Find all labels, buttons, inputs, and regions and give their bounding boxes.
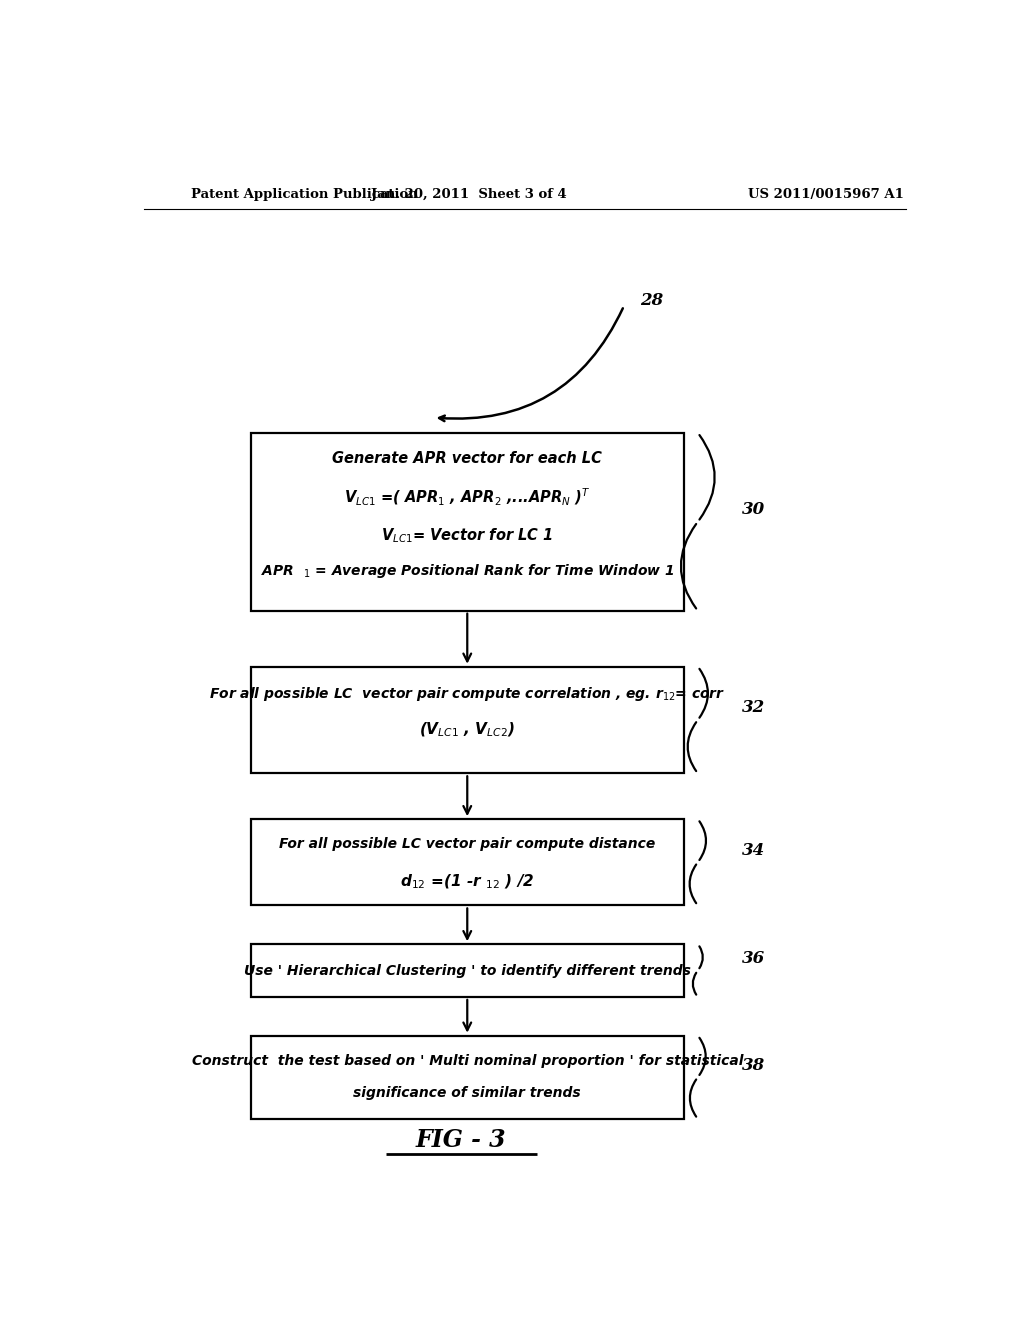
Text: For all possible LC vector pair compute distance: For all possible LC vector pair compute … xyxy=(280,837,655,851)
Text: Construct  the test based on ' Multi nominal proportion ' for statistical: Construct the test based on ' Multi nomi… xyxy=(191,1053,743,1068)
FancyBboxPatch shape xyxy=(251,667,684,774)
Text: For all possible LC  vector pair compute correlation , eg. r$_{12}$= corr: For all possible LC vector pair compute … xyxy=(209,685,725,702)
FancyBboxPatch shape xyxy=(251,1036,684,1119)
Text: FIG - 3: FIG - 3 xyxy=(416,1129,507,1152)
Text: 32: 32 xyxy=(741,700,765,717)
Text: Jan. 20, 2011  Sheet 3 of 4: Jan. 20, 2011 Sheet 3 of 4 xyxy=(372,189,567,202)
Text: V$_{\mathit{LC1}}$= Vector for LC 1: V$_{\mathit{LC1}}$= Vector for LC 1 xyxy=(381,527,553,545)
Text: d$_{12}$ =(1 -r $_{12}$ ) /2: d$_{12}$ =(1 -r $_{12}$ ) /2 xyxy=(400,873,535,891)
Text: significance of similar trends: significance of similar trends xyxy=(353,1086,581,1101)
Text: Patent Application Publication: Patent Application Publication xyxy=(191,189,418,202)
Text: APR  $_{1}$ = Average Positional Rank for Time Window 1: APR $_{1}$ = Average Positional Rank for… xyxy=(260,562,674,579)
Text: US 2011/0015967 A1: US 2011/0015967 A1 xyxy=(749,189,904,202)
FancyBboxPatch shape xyxy=(251,433,684,611)
Text: Use ' Hierarchical Clustering ' to identify different trends: Use ' Hierarchical Clustering ' to ident… xyxy=(244,964,691,978)
Text: 30: 30 xyxy=(741,502,765,517)
FancyBboxPatch shape xyxy=(251,944,684,997)
Text: 38: 38 xyxy=(741,1056,765,1073)
Text: V$_{\mathit{LC1}}$ =( APR$_{1}$ , APR$_{2}$ ,...APR$_{N}$ )$^{T}$: V$_{\mathit{LC1}}$ =( APR$_{1}$ , APR$_{… xyxy=(344,487,591,508)
Text: 34: 34 xyxy=(741,842,765,858)
Text: (V$_{\mathit{LC1}}$ , V$_{\mathit{LC2}}$): (V$_{\mathit{LC1}}$ , V$_{\mathit{LC2}}$… xyxy=(419,721,515,739)
FancyBboxPatch shape xyxy=(251,818,684,906)
Text: 36: 36 xyxy=(741,950,765,966)
Text: Generate APR vector for each LC: Generate APR vector for each LC xyxy=(333,451,602,466)
Text: 28: 28 xyxy=(640,292,664,309)
